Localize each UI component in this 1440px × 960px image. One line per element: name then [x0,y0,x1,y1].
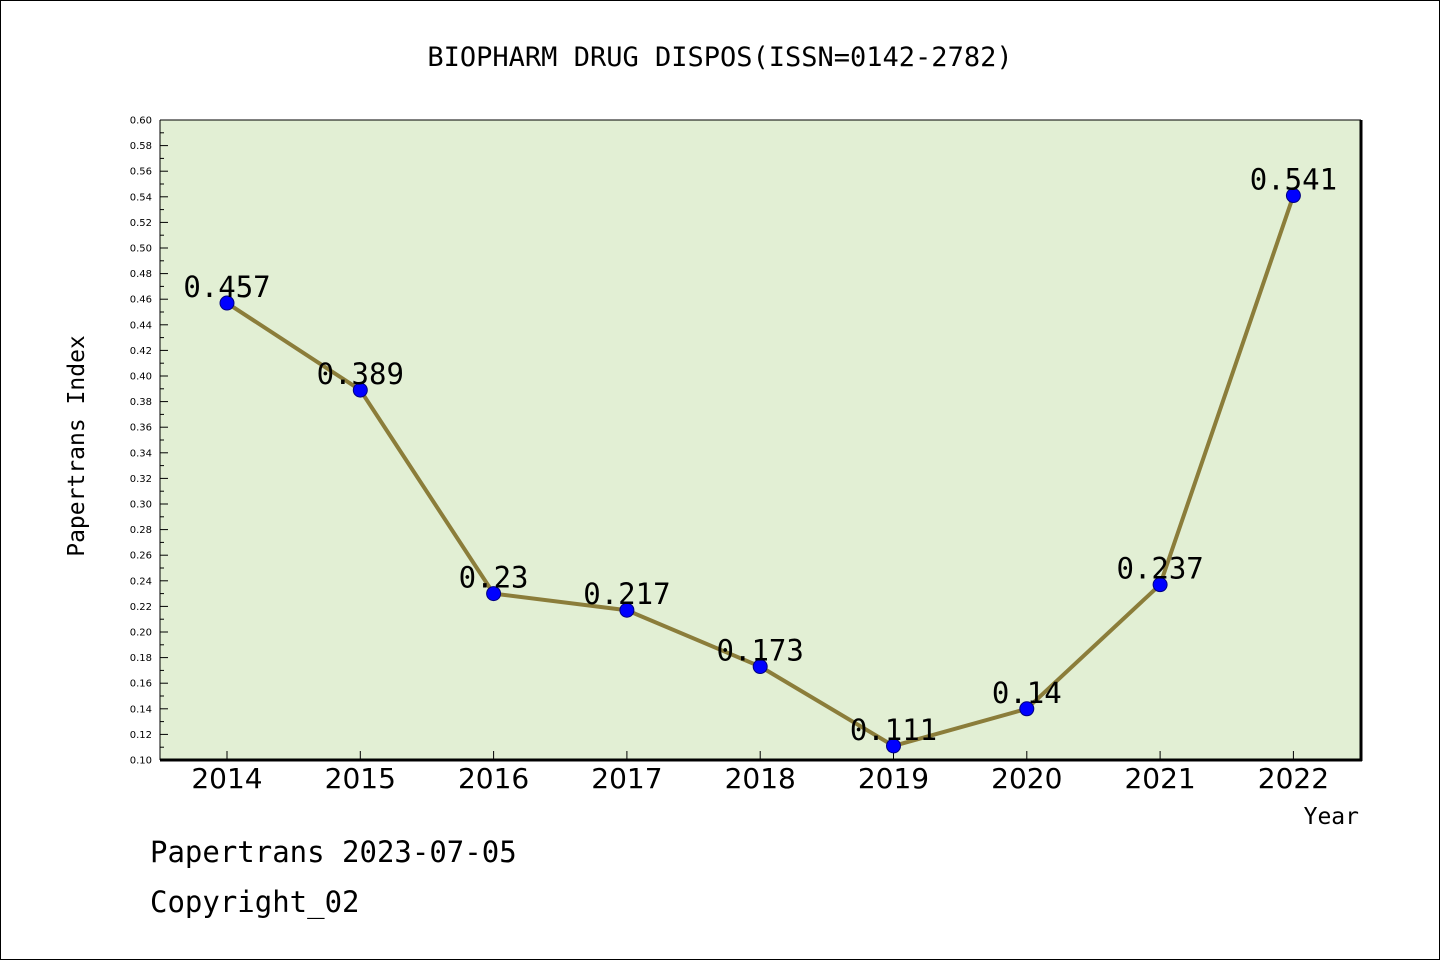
x-tick-label: 2022 [1258,762,1329,795]
x-tick-label: 2017 [591,762,662,795]
y-tick-label: 0.48 [130,269,152,280]
data-label: 0.389 [317,357,404,391]
y-tick-label: 0.40 [130,372,152,383]
plot-background [160,120,1361,760]
x-tick-label: 2020 [991,762,1062,795]
footer-date-line: Papertrans 2023-07-05 [150,835,517,869]
y-tick-label: 0.36 [130,423,152,434]
y-tick-label: 0.10 [130,756,152,767]
y-tick-label: 0.44 [130,320,152,331]
data-point [219,295,235,311]
y-tick-label: 0.38 [130,397,152,408]
data-label: 0.173 [717,634,804,668]
data-label: 0.23 [459,561,529,595]
x-tick-label: 2021 [1124,762,1195,795]
data-label: 0.14 [992,676,1062,710]
y-tick-label: 0.14 [130,704,152,715]
x-tick-label: 2019 [858,762,929,795]
y-tick-label: 0.16 [130,679,152,690]
y-tick-label: 0.18 [130,653,152,664]
x-tick-label: 2014 [191,762,262,795]
data-point [1152,577,1168,593]
y-tick-label: 0.28 [130,525,152,536]
y-tick-label: 0.56 [130,167,152,178]
y-tick-label: 0.12 [130,730,152,741]
data-label: 0.541 [1250,163,1337,197]
data-point [1285,188,1301,204]
plot-area: 0.10 0.12 0.14 0.16 0.18 0.20 0.22 0.24 0.26 0.28… [130,116,1363,795]
data-point [619,602,635,618]
x-tick-label: 2018 [725,762,796,795]
data-point [486,586,502,602]
data-label: 0.217 [583,577,670,611]
data-label: 0.111 [850,713,937,747]
y-tick-label: 0.42 [130,346,152,357]
y-tick-label: 0.60 [130,116,152,127]
y-tick-label: 0.22 [130,602,152,613]
data-label: 0.457 [183,270,270,304]
y-tick-label: 0.24 [130,576,152,587]
y-tick-label: 0.32 [130,474,152,485]
data-point [1019,701,1035,717]
x-tick-label: 2015 [325,762,396,795]
y-tick-label: 0.34 [130,448,152,459]
y-tick-label: 0.30 [130,500,152,511]
data-label: 0.237 [1116,552,1203,586]
y-tick-label: 0.50 [130,244,152,255]
y-tick-label: 0.54 [130,192,152,203]
data-point [886,738,901,754]
chart-title: BIOPHARM DRUG DISPOS(ISSN=0142-2782) [427,42,1012,73]
data-point [752,659,768,675]
footer-copyright-line: Copyright_02 [150,885,360,919]
x-axis-label: Year [1304,804,1359,830]
y-tick-label: 0.58 [130,141,152,152]
y-tick-label: 0.52 [130,218,152,229]
y-axis-label: Papertrans Index [64,335,90,557]
data-point [352,382,368,398]
y-tick-label: 0.46 [130,295,152,306]
y-tick-label: 0.26 [130,551,152,562]
x-tick-label: 2016 [458,762,529,795]
y-tick-label: 0.20 [130,628,152,639]
